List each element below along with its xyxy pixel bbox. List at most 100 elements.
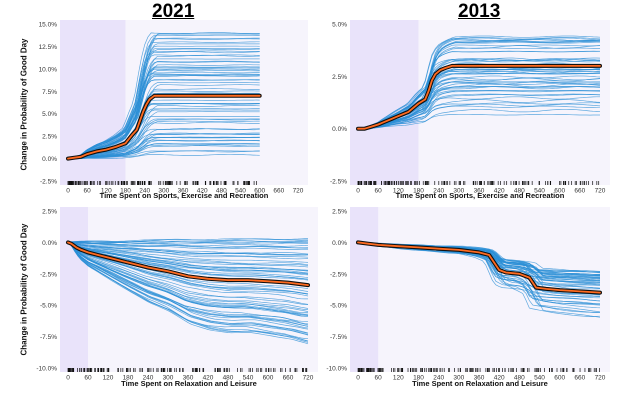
x-tick-label: 540 <box>243 375 254 382</box>
x-tick-label: 120 <box>103 375 114 382</box>
y-tick-label: 10.0% <box>39 66 58 73</box>
y-tick-label: -2.5% <box>40 271 57 278</box>
ice-line <box>67 238 309 243</box>
mean-curve <box>357 241 601 294</box>
x-tick-label: 660 <box>574 375 585 382</box>
x-tick-label: 480 <box>223 375 234 382</box>
ice-line <box>357 86 601 130</box>
x-tick-label: 480 <box>514 188 525 195</box>
y-tick-label: -10.0% <box>36 366 57 373</box>
ice-line <box>67 242 309 326</box>
panel-sports-2021: -2.5% 0.0% 2.5% 5.0% 7.5% 10.0% 12.5% 15.0% 0 60 1… <box>39 20 308 200</box>
ice-line <box>67 111 260 159</box>
ice-line <box>67 242 309 330</box>
highlight-band <box>60 207 88 372</box>
y-tick-label: 2.5% <box>42 209 57 216</box>
ice-line <box>67 242 309 314</box>
y-tick-label: -5.0% <box>330 303 347 310</box>
y-tick-label: 2.5% <box>332 74 347 81</box>
ice-line <box>67 79 260 159</box>
ice-line <box>67 242 309 266</box>
ice-line <box>357 58 600 130</box>
x-tick-label: 180 <box>413 188 424 195</box>
x-tick-label: 240 <box>143 375 154 382</box>
rug-marks <box>357 181 600 185</box>
x-tick-label: 300 <box>453 188 464 195</box>
x-tick-label: 60 <box>375 188 383 195</box>
x-tick-label: 60 <box>84 375 92 382</box>
x-tick-label: 60 <box>84 188 92 195</box>
ice-line <box>68 132 260 159</box>
ice-line <box>67 242 308 256</box>
x-tick-label: 240 <box>433 188 444 195</box>
ice-line <box>67 153 260 159</box>
x-tick-label: 0 <box>66 188 70 195</box>
ice-line <box>68 150 260 159</box>
rug-marks <box>67 368 308 372</box>
x-axis-label: Time Spent on Relaxation and Leisure <box>121 379 257 388</box>
x-tick-label: 540 <box>534 375 545 382</box>
x-tick-label: 480 <box>514 375 525 382</box>
x-tick-label: 720 <box>595 188 606 195</box>
x-tick-label: 240 <box>139 188 150 195</box>
x-tick-label: 540 <box>534 188 545 195</box>
panel-leisure-2013: -10.0% -7.5% -5.0% -2.5% 0.0% 2.5% 0 60 120 180 24… <box>326 207 610 388</box>
ice-line <box>67 48 260 159</box>
y-tick-label: 15.0% <box>39 22 58 29</box>
y-tick-label: 5.0% <box>332 22 347 29</box>
x-axis-label: Time Spent on Relaxation and Leisure <box>412 379 548 388</box>
y-tick-label: -5.0% <box>40 303 57 310</box>
ice-line <box>67 242 309 312</box>
x-tick-label: 0 <box>66 375 70 382</box>
x-tick-label: 420 <box>203 375 214 382</box>
ice-line <box>67 242 309 309</box>
ice-line <box>67 41 260 159</box>
ice-line <box>67 54 260 159</box>
ice-line <box>357 102 601 130</box>
highlight-band <box>350 207 379 372</box>
ice-line <box>67 241 309 247</box>
ice-line <box>67 242 308 300</box>
x-tick-label: 420 <box>494 375 505 382</box>
ice-line <box>67 242 308 305</box>
year-title-2013: 2013 <box>458 1 501 22</box>
y-tick-label: -2.5% <box>40 179 57 186</box>
x-axis-label: Time Spent on Sports, Exercise and Recre… <box>100 191 269 200</box>
ice-line <box>67 242 309 260</box>
y-tick-label: 0.0% <box>332 240 347 247</box>
ice-line <box>67 242 309 258</box>
ice-line <box>67 38 260 159</box>
ice-line <box>67 238 309 243</box>
x-tick-label: 600 <box>254 188 265 195</box>
rug-marks <box>357 368 600 372</box>
ice-line <box>67 242 309 295</box>
x-tick-label: 180 <box>123 375 134 382</box>
x-tick-label: 420 <box>494 188 505 195</box>
x-axis-label: Time Spent on Sports, Exercise and Recre… <box>396 191 565 200</box>
rug-marks <box>67 181 257 185</box>
x-tick-label: 360 <box>474 375 485 382</box>
mean-curve <box>67 241 309 286</box>
ice-line <box>357 94 601 130</box>
ice-line <box>67 118 260 160</box>
ice-line <box>67 61 260 159</box>
y-tick-label: -2.5% <box>330 179 347 186</box>
ice-line <box>67 242 309 268</box>
y-tick-label: -7.5% <box>40 334 57 341</box>
y-tick-label: 2.5% <box>42 134 57 141</box>
x-tick-label: 300 <box>453 375 464 382</box>
x-tick-label: 180 <box>413 375 424 382</box>
x-tick-label: 660 <box>574 188 585 195</box>
ice-line <box>357 96 600 130</box>
x-tick-label: 60 <box>375 375 383 382</box>
ice-line <box>67 136 260 159</box>
ice-line <box>67 58 260 159</box>
x-tick-label: 0 <box>356 188 360 195</box>
ice-line <box>357 90 601 130</box>
plot-background <box>60 207 318 372</box>
ice-line <box>67 242 309 345</box>
mean-curve <box>67 94 261 160</box>
x-tick-label: 480 <box>216 188 227 195</box>
